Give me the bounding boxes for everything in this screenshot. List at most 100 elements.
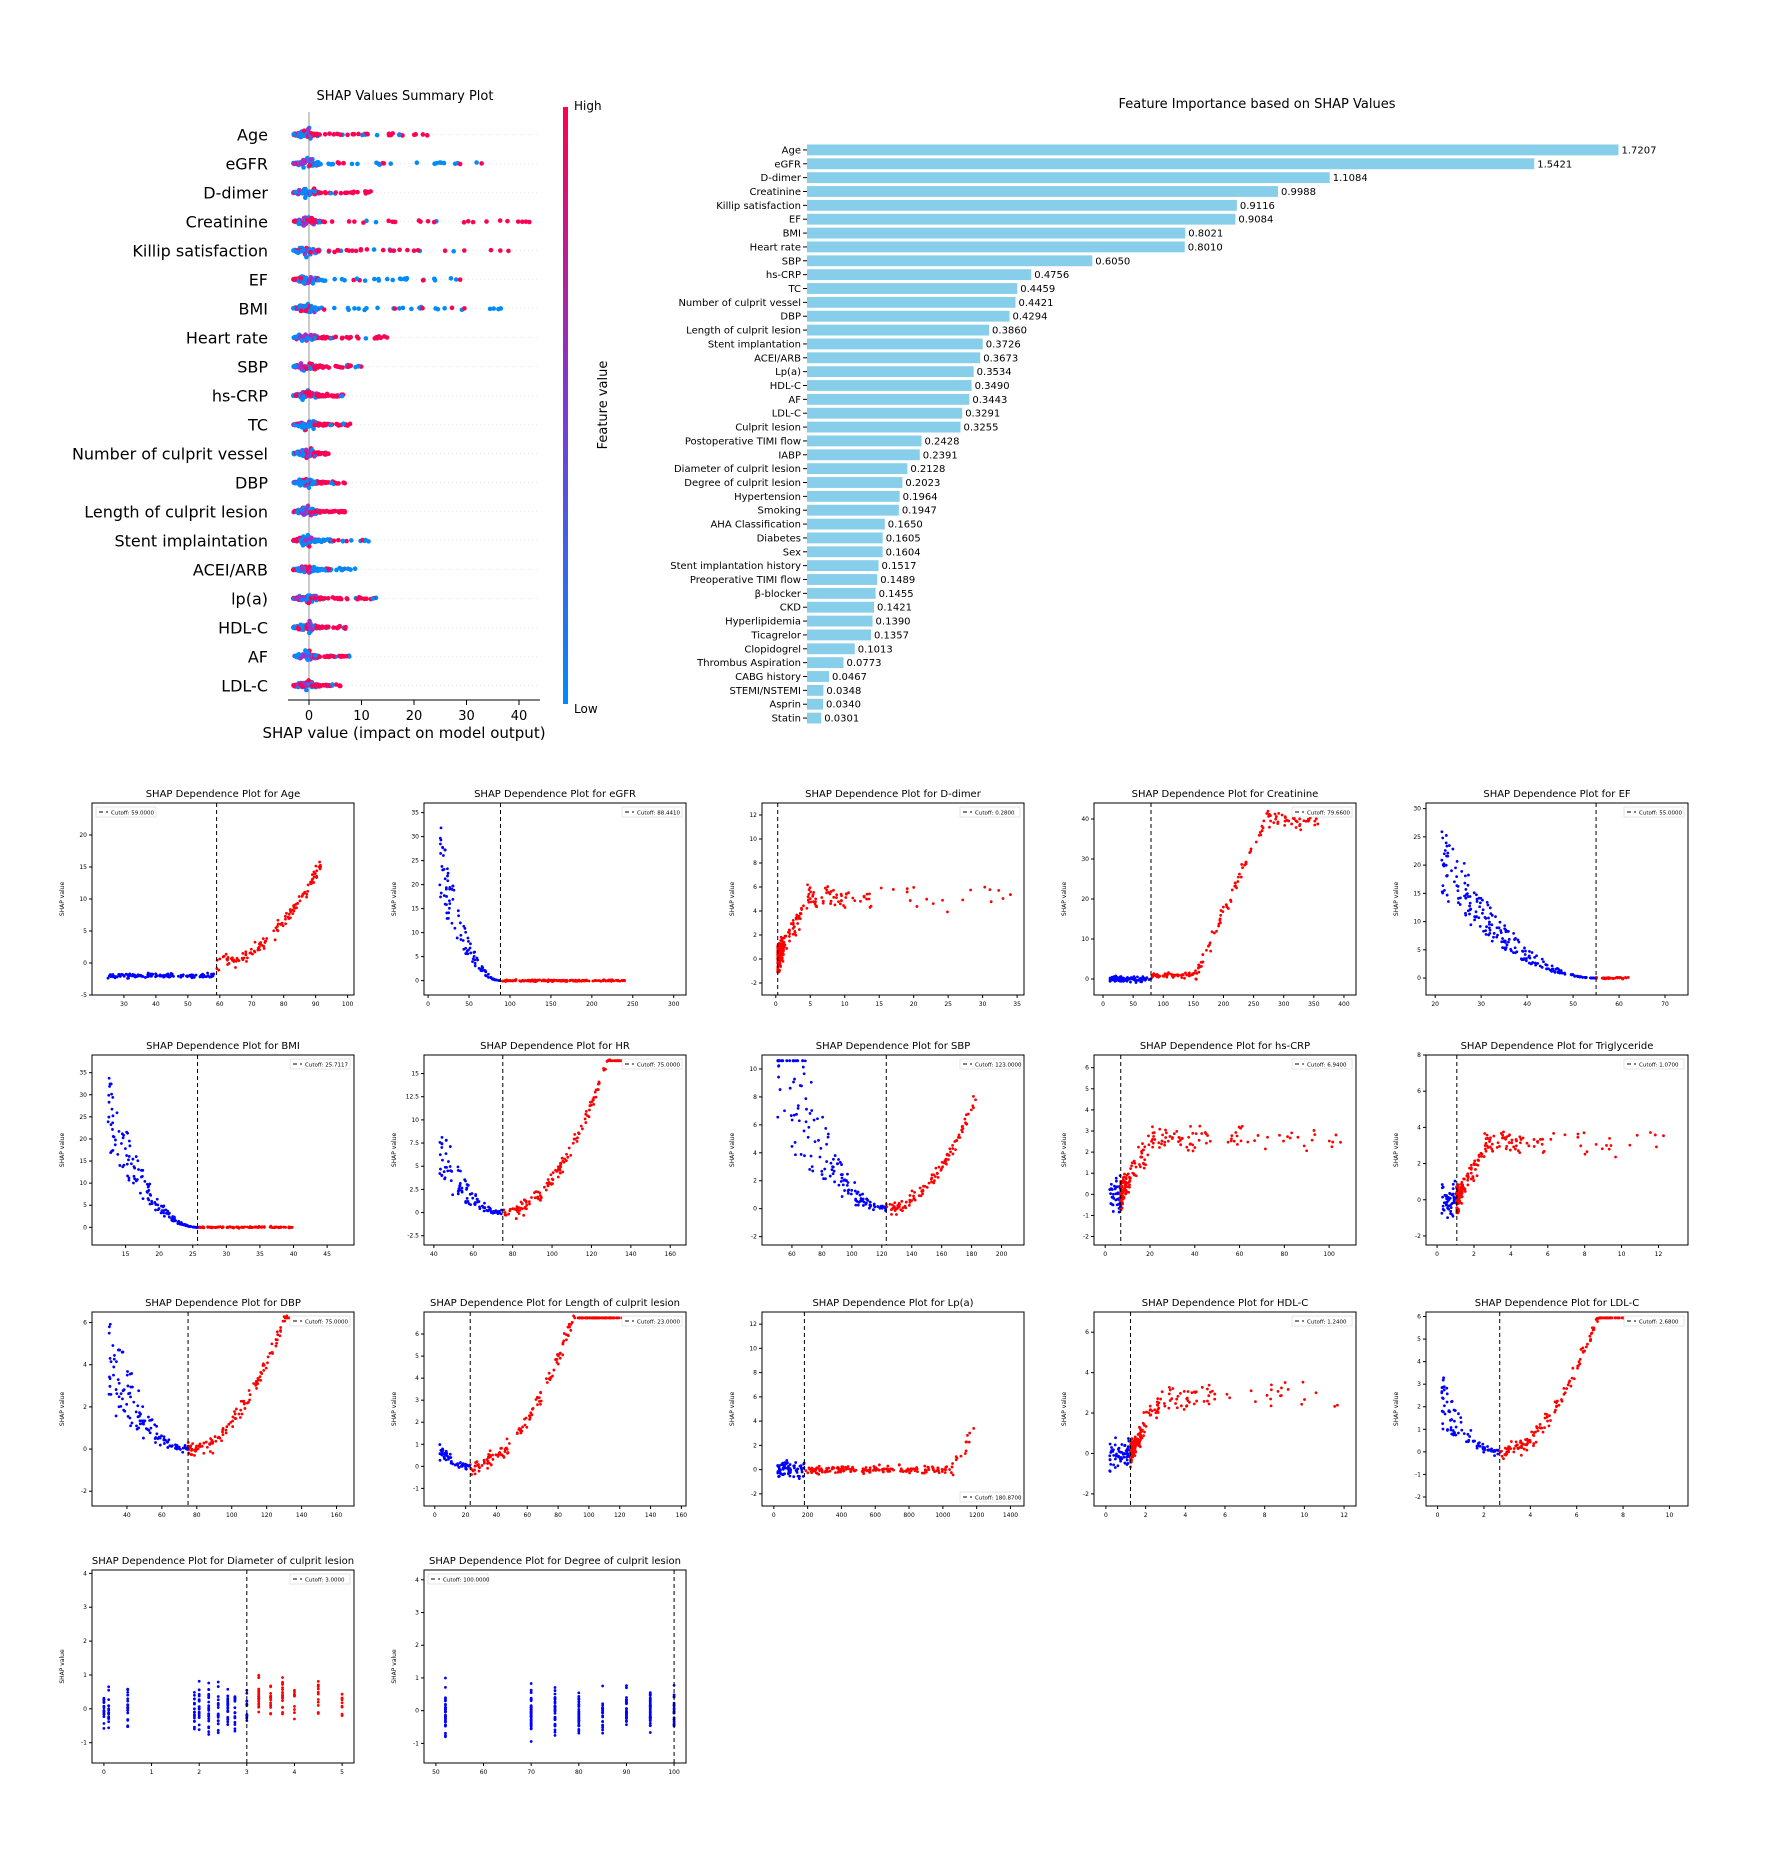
beeswarm-point [291, 161, 297, 167]
dependence-point [1283, 819, 1287, 823]
beeswarm-point [375, 305, 380, 311]
dependence-point [805, 1107, 808, 1111]
bar-value-label: 0.4459 [1020, 284, 1055, 295]
dependence-point [1533, 961, 1537, 965]
beeswarm-point [298, 276, 304, 281]
dependence-point [540, 979, 544, 983]
dependence-point [530, 1196, 533, 1199]
beeswarm-point [342, 626, 348, 631]
beeswarm-point [372, 336, 378, 341]
dependence-point [1174, 973, 1178, 977]
dependence-point [1488, 932, 1492, 935]
dependence-point [1579, 1144, 1583, 1148]
dependence-point [1226, 1140, 1230, 1144]
x-tick-label: 45 [323, 1251, 331, 1258]
dependence-point [315, 874, 319, 878]
y-tick-label: 35 [79, 1070, 87, 1077]
dependence-point [1558, 971, 1562, 975]
dependence-point [526, 979, 530, 983]
dependence-point [234, 959, 238, 963]
bar-category-label: Age [782, 145, 801, 156]
dependence-point [819, 1146, 823, 1150]
beeswarm-point [303, 303, 309, 309]
dependence-point [1166, 973, 1169, 977]
dependence-point [1503, 924, 1507, 927]
y-tick-label: 40 [1081, 816, 1089, 823]
dependence-point [514, 978, 517, 982]
dependence-point [275, 928, 279, 932]
importance-bar [807, 380, 972, 391]
dependence-point [253, 1225, 257, 1229]
dependence-point [1512, 931, 1516, 935]
dependence-point [859, 1197, 863, 1200]
bar-category-label: Ticagrelor [750, 630, 801, 641]
beeswarm-point [332, 249, 337, 255]
dependence-point [867, 897, 871, 901]
beeswarm-point [342, 480, 348, 486]
dependence-point [264, 939, 268, 943]
dependence-point [462, 947, 466, 951]
x-tick-label: 50 [1129, 1001, 1137, 1008]
dependence-point [1194, 969, 1197, 973]
dependence-point [1483, 915, 1487, 919]
dependence-point [788, 939, 791, 943]
dependence-point [1114, 1198, 1118, 1202]
dependence-point [1492, 1134, 1496, 1138]
importance-bar [807, 615, 873, 627]
dependence-point [1188, 1142, 1192, 1146]
beeswarm-point [431, 219, 437, 225]
dependence-point [883, 1205, 887, 1209]
beeswarm-point [350, 248, 355, 253]
dependence-point [162, 1204, 166, 1208]
dependence-point [829, 899, 833, 903]
dependence-point [893, 1209, 897, 1212]
dependence-point [1151, 1125, 1154, 1129]
beeswarm-point [307, 564, 312, 570]
dependence-point [776, 947, 780, 951]
beeswarm-point [305, 454, 311, 459]
dependence-point [1499, 929, 1503, 932]
dependence-point [793, 929, 797, 933]
dependence-point [559, 1165, 563, 1169]
dependence-point [1158, 1146, 1161, 1149]
dependence-point [248, 951, 252, 955]
dependence-point [557, 978, 561, 982]
dependence-point [1560, 971, 1564, 975]
dependence-point [1443, 849, 1447, 852]
dependence-point [1290, 822, 1294, 826]
dependence-point [262, 947, 266, 950]
dependence-point [912, 886, 916, 889]
dependence-point [547, 1182, 551, 1186]
dependence-point [1235, 886, 1238, 890]
bar-value-label: 0.9084 [1238, 215, 1273, 226]
x-tick-label: 160 [665, 1251, 677, 1258]
dependence-point [1274, 815, 1278, 818]
beeswarm-point [320, 219, 326, 224]
x-tick-label: 80 [818, 1251, 826, 1258]
beeswarm-point [431, 276, 437, 282]
dependence-point [851, 896, 855, 900]
dependence-point [783, 943, 787, 947]
dependence-point [1288, 1136, 1292, 1140]
beeswarm-point [291, 277, 296, 282]
beeswarm-point [328, 336, 334, 341]
beeswarm-point [307, 618, 312, 624]
dependence-point [795, 1112, 798, 1116]
dependence-point [450, 887, 454, 891]
dependence-point [305, 892, 309, 896]
dependence-point [1469, 923, 1473, 927]
dependence-point [1158, 1127, 1162, 1131]
beeswarm-point [361, 220, 366, 225]
dependence-point [1161, 1133, 1165, 1137]
dependence-point [107, 1115, 111, 1119]
dependence-point [866, 1199, 870, 1202]
bar-category-label: AHA Classification [710, 520, 801, 531]
beeswarm-point [324, 480, 330, 485]
dependence-point [1456, 884, 1460, 888]
beeswarm-point [345, 364, 351, 370]
dependence-point [1501, 937, 1504, 940]
dependence-point [1576, 1135, 1580, 1139]
dependence-point [483, 1206, 487, 1210]
beeswarm-point [308, 366, 313, 371]
